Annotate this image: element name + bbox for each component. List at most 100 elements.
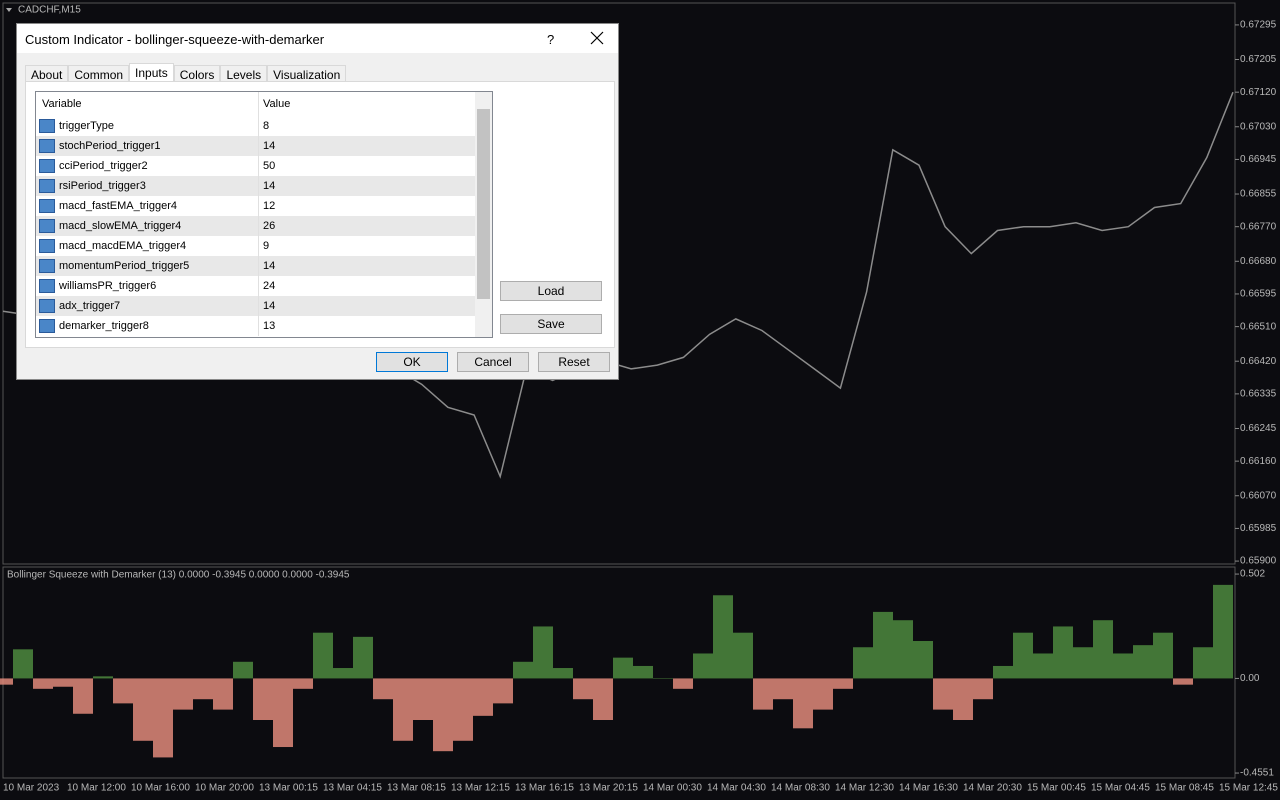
value-cell[interactable]: 13 xyxy=(263,320,276,332)
histogram-bar xyxy=(573,678,593,700)
variable-name: cciPeriod_trigger2 xyxy=(59,160,148,172)
histogram-bar xyxy=(1173,678,1193,685)
menu-arrow xyxy=(6,8,12,12)
table-header: Variable Value xyxy=(36,92,492,116)
histogram-bar xyxy=(1073,647,1093,679)
symbol-label: CADCHF,M15 xyxy=(18,5,81,16)
table-row[interactable]: triggerType 8 xyxy=(36,116,475,136)
value-cell[interactable]: 9 xyxy=(263,240,270,252)
value-cell[interactable]: 14 xyxy=(263,180,276,192)
scrollbar[interactable] xyxy=(475,92,492,337)
variable-cell: macd_macdEMA_trigger4 xyxy=(36,236,259,256)
histogram-bar xyxy=(753,678,773,710)
value-cell[interactable]: 14 xyxy=(263,260,276,272)
variable-cell: rsiPeriod_trigger3 xyxy=(36,176,259,196)
tab[interactable]: About xyxy=(25,65,69,84)
histogram-bar xyxy=(513,661,533,679)
histogram-bar xyxy=(833,678,853,689)
type-icon xyxy=(39,199,55,213)
histogram-bar xyxy=(1013,632,1033,679)
y-tick-label: 0.66770 xyxy=(1240,221,1277,232)
table-row[interactable]: adx_trigger7 14 xyxy=(36,296,475,316)
variable-name: momentumPeriod_trigger5 xyxy=(59,260,190,272)
x-tick-label: 13 Mar 20:15 xyxy=(579,783,638,794)
x-tick-label: 15 Mar 08:45 xyxy=(1155,783,1214,794)
y-tick-label: 0.00 xyxy=(1240,673,1260,684)
tab[interactable]: Colors xyxy=(173,65,221,84)
histogram-bar xyxy=(353,636,373,679)
variable-cell: cciPeriod_trigger2 xyxy=(36,156,259,176)
tab[interactable]: Levels xyxy=(220,65,268,84)
button[interactable]: Load xyxy=(500,281,602,301)
x-tick-label: 14 Mar 20:30 xyxy=(963,783,1022,794)
histogram-bar xyxy=(453,678,473,741)
histogram-bar xyxy=(533,626,553,679)
variable-name: demarker_trigger8 xyxy=(59,320,149,332)
histogram-bar xyxy=(433,678,453,752)
indicator-frame xyxy=(2,566,1236,779)
button[interactable]: OK xyxy=(376,352,448,372)
histogram-bar xyxy=(233,661,253,679)
table-row[interactable]: macd_macdEMA_trigger4 9 xyxy=(36,236,475,256)
table-row[interactable]: rsiPeriod_trigger3 14 xyxy=(36,176,475,196)
variable-name: triggerType xyxy=(59,120,115,132)
tab[interactable]: Common xyxy=(68,65,130,84)
dialog-title: Custom Indicator - bollinger-squeeze-wit… xyxy=(25,32,325,47)
histogram-bar xyxy=(933,678,953,710)
variable-cell: williamsPR_trigger6 xyxy=(36,276,259,296)
x-tick-label: 14 Mar 04:30 xyxy=(707,783,766,794)
x-tick-label: 15 Mar 12:45 xyxy=(1219,783,1278,794)
histogram-bar xyxy=(1033,653,1053,679)
value-cell[interactable]: 14 xyxy=(263,140,276,152)
histogram-bar xyxy=(993,665,1013,679)
table-row[interactable]: cciPeriod_trigger2 50 xyxy=(36,156,475,176)
y-tick-label: 0.65985 xyxy=(1240,523,1277,534)
close-button[interactable] xyxy=(590,31,604,45)
type-icon xyxy=(39,319,55,333)
button[interactable]: Reset xyxy=(538,352,610,372)
value-cell[interactable]: 12 xyxy=(263,200,276,212)
histogram-bar xyxy=(893,620,913,679)
histogram-bar xyxy=(0,678,13,685)
value-cell[interactable]: 8 xyxy=(263,120,270,132)
value-cell[interactable]: 24 xyxy=(263,280,276,292)
x-tick-label: 13 Mar 00:15 xyxy=(259,783,318,794)
table-row[interactable]: macd_slowEMA_trigger4 26 xyxy=(36,216,475,236)
x-tick-label: 14 Mar 00:30 xyxy=(643,783,702,794)
histogram-bar xyxy=(173,678,193,710)
variable-cell: demarker_trigger8 xyxy=(36,316,259,336)
button[interactable]: Cancel xyxy=(457,352,529,372)
variable-cell: macd_slowEMA_trigger4 xyxy=(36,216,259,236)
title-bar: Custom Indicator - bollinger-squeeze-wit… xyxy=(17,24,618,53)
variable-cell: macd_fastEMA_trigger4 xyxy=(36,196,259,216)
variable-cell: triggerType xyxy=(36,116,259,136)
histogram-bar xyxy=(13,649,33,679)
histogram-bar xyxy=(653,678,673,679)
tab[interactable]: Visualization xyxy=(267,65,347,84)
y-tick-label: 0.66245 xyxy=(1240,423,1277,434)
variable-name: rsiPeriod_trigger3 xyxy=(59,180,146,192)
button[interactable]: Save xyxy=(500,314,602,334)
histogram-bar xyxy=(193,678,213,700)
table-row[interactable]: momentumPeriod_trigger5 14 xyxy=(36,256,475,276)
x-tick-label: 13 Mar 04:15 xyxy=(323,783,382,794)
table-row[interactable]: williamsPR_trigger6 24 xyxy=(36,276,475,296)
table-row[interactable]: macd_fastEMA_trigger4 12 xyxy=(36,196,475,216)
value-cell[interactable]: 14 xyxy=(263,300,276,312)
histogram-bar xyxy=(1213,584,1233,679)
tab[interactable]: Inputs xyxy=(129,63,174,84)
table-row[interactable]: stochPeriod_trigger1 14 xyxy=(36,136,475,156)
header-cell: Variable xyxy=(36,92,259,116)
x-tick-label: 13 Mar 08:15 xyxy=(387,783,446,794)
x-tick-label: 13 Mar 16:15 xyxy=(515,783,574,794)
type-icon xyxy=(39,239,55,253)
y-tick-label: 0.67120 xyxy=(1240,87,1277,98)
histogram-bar xyxy=(413,678,433,721)
help-button[interactable]: ? xyxy=(547,32,555,47)
histogram-bar xyxy=(693,653,713,679)
y-tick-label: 0.66945 xyxy=(1240,154,1277,165)
value-cell[interactable]: 26 xyxy=(263,220,276,232)
value-cell[interactable]: 50 xyxy=(263,160,276,172)
table-row[interactable]: demarker_trigger8 13 xyxy=(36,316,475,336)
indicator-label: Bollinger Squeeze with Demarker (13) 0.0… xyxy=(7,570,350,581)
